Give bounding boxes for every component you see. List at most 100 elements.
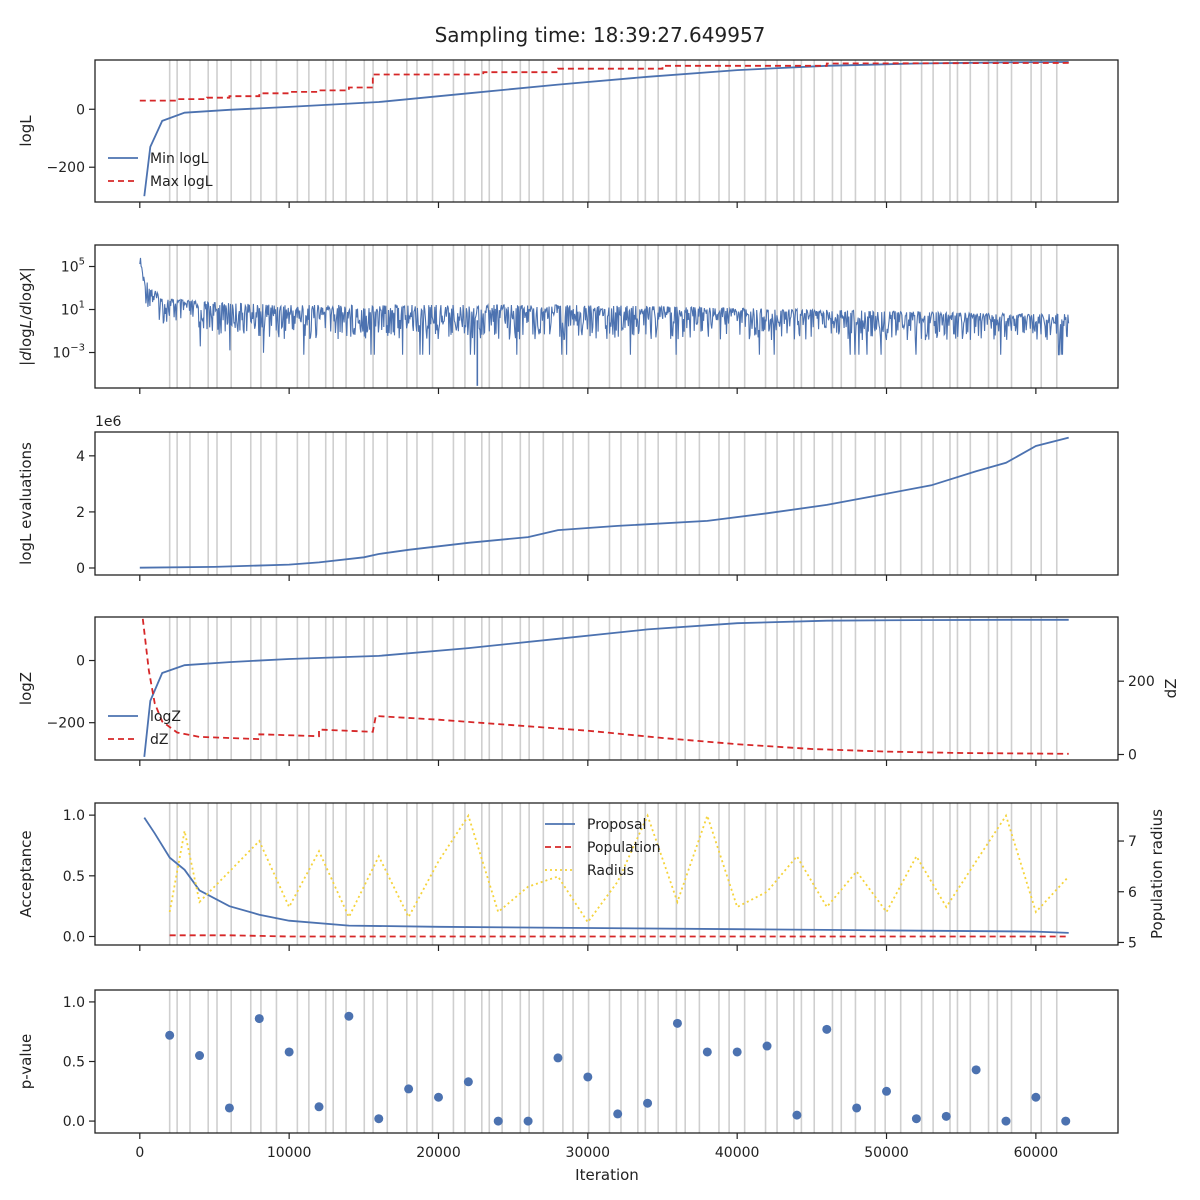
legend-label: Min logL xyxy=(150,151,209,167)
plot-area xyxy=(139,257,1070,386)
series-line xyxy=(139,62,1069,102)
series-line xyxy=(143,61,1069,197)
scatter-point xyxy=(165,1030,175,1040)
y-tick-label: 0.0 xyxy=(63,1114,85,1130)
plot-area xyxy=(139,61,1069,197)
scatter-point xyxy=(583,1072,593,1082)
legend-label: logZ xyxy=(150,709,181,725)
vertical-gridlines xyxy=(168,803,1058,945)
y-axis-label-part: L xyxy=(17,320,35,328)
scatter-point xyxy=(1031,1092,1041,1102)
scatter-point xyxy=(941,1111,951,1121)
vertical-gridlines xyxy=(168,60,1058,202)
y-offset-label: 1e6 xyxy=(95,414,122,430)
y-axis-label-part: d xyxy=(17,305,35,315)
x-tick-label: 50000 xyxy=(864,1145,909,1161)
legend-label: Population xyxy=(587,840,661,856)
vertical-gridlines xyxy=(168,990,1058,1133)
y-tick-label: 0 xyxy=(76,561,85,577)
series-line xyxy=(143,817,1069,934)
y-axis-label: logZ xyxy=(17,672,35,705)
y-tick-label: 0.0 xyxy=(63,930,85,946)
panel-frame xyxy=(94,59,1119,203)
y-tick-label: −200 xyxy=(47,160,85,176)
y-tick-label-right: 5 xyxy=(1128,935,1137,951)
scatter-point xyxy=(195,1051,205,1061)
panel-frame xyxy=(94,989,1119,1134)
scatter-point xyxy=(792,1110,802,1120)
scatter-point xyxy=(284,1047,294,1057)
y-tick-label: 4 xyxy=(76,449,85,465)
y-tick-label-right: 0 xyxy=(1128,748,1137,764)
scatter-point xyxy=(254,1014,264,1024)
y-tick-label: 2 xyxy=(76,505,85,521)
y-axis-label-part: d xyxy=(17,351,35,361)
series-line xyxy=(139,257,1070,356)
scatter-point xyxy=(762,1041,772,1051)
legend-label: dZ xyxy=(150,732,168,748)
y-tick-label: 0 xyxy=(76,102,85,118)
series-line xyxy=(169,934,1069,938)
y-axis-label: p-value xyxy=(17,1034,35,1090)
y-tick-label: 0 xyxy=(76,654,85,670)
scatter-point xyxy=(852,1103,862,1113)
y-tick-label: 1.0 xyxy=(63,808,85,824)
legend: Proposal Population Radius xyxy=(545,817,661,879)
scatter-point xyxy=(314,1102,324,1112)
x-tick-label: 10000 xyxy=(267,1145,312,1161)
legend: logZ dZ xyxy=(108,709,181,748)
y-tick-base: 10 xyxy=(52,346,70,362)
scatter-point xyxy=(911,1114,921,1124)
y-axis-label: logL xyxy=(17,115,35,147)
x-tick-label: 20000 xyxy=(416,1145,461,1161)
scatter-point xyxy=(732,1047,742,1057)
y-tick-exponent: −3 xyxy=(70,343,85,354)
panel-frame xyxy=(94,616,1119,761)
plot-area xyxy=(165,1011,1071,1126)
x-tick-label: 0 xyxy=(135,1145,144,1161)
series-line xyxy=(141,618,1069,755)
x-tick-label: 30000 xyxy=(566,1145,611,1161)
scatter-point xyxy=(1061,1116,1071,1126)
y-tick-exponent: 1 xyxy=(79,300,85,311)
legend: Min logL Max logL xyxy=(108,151,213,190)
panel-frame xyxy=(94,802,1119,946)
panel-5: 1.0 0.5 0.0 7 6 5 Population radius Acceptance P… xyxy=(17,802,1166,951)
y-axis-label-part: | xyxy=(17,267,35,272)
plot-area xyxy=(141,618,1069,757)
y-tick-label: 105 xyxy=(61,257,85,276)
y-axis-label-part: log xyxy=(17,328,35,351)
y-tick-label-right: 200 xyxy=(1128,674,1155,690)
y-tick-label: 10−3 xyxy=(52,343,85,362)
scatter-point xyxy=(433,1092,443,1102)
y-axis-label-right: Population radius xyxy=(1148,809,1166,939)
panel-frame xyxy=(94,244,1119,389)
y-tick-label-right: 7 xyxy=(1128,834,1137,850)
scatter-point xyxy=(463,1077,473,1087)
y-axis-label-right: dZ xyxy=(1162,679,1180,699)
series-line xyxy=(143,618,1069,757)
scatter-point xyxy=(344,1011,354,1021)
legend-label: Proposal xyxy=(587,817,646,833)
x-axis-label: Iteration xyxy=(575,1166,639,1184)
y-axis-label-part: | xyxy=(17,361,35,366)
scatter-point xyxy=(404,1084,414,1094)
legend-label: Max logL xyxy=(150,174,213,190)
panel-3: 0 2 4 1e6 logL evaluations xyxy=(17,414,1119,581)
scatter-point xyxy=(882,1086,892,1096)
scatter-point xyxy=(523,1116,533,1126)
panel-4: 0 −200 200 0 dZ logZ logZ dZ xyxy=(17,616,1180,766)
y-axis-label-part: / xyxy=(17,314,35,320)
y-axis-label-part: log xyxy=(17,283,35,306)
y-tick-base: 10 xyxy=(61,303,79,319)
legend-label: Radius xyxy=(587,863,634,879)
scatter-point xyxy=(672,1018,682,1028)
panel-frame xyxy=(94,431,1119,576)
scatter-point xyxy=(224,1103,234,1113)
scatter-point xyxy=(643,1098,653,1108)
scatter-point xyxy=(553,1053,563,1063)
y-tick-label-right: 6 xyxy=(1128,885,1137,901)
